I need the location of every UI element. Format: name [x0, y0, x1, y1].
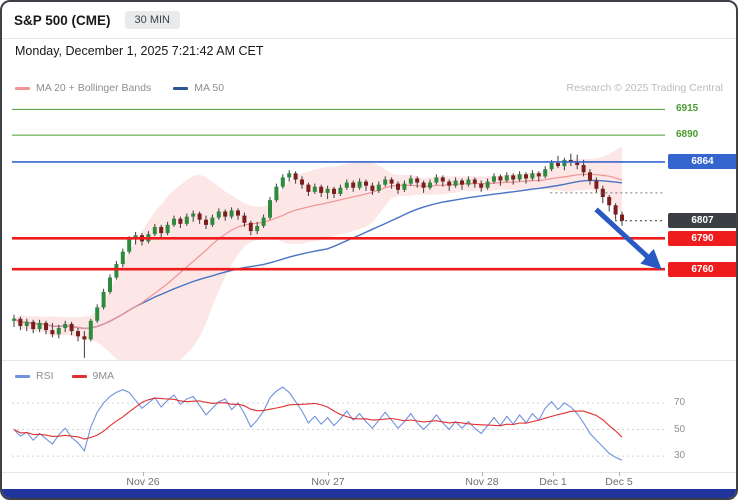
x-axis-label-nov-28: Nov 28 — [465, 476, 499, 488]
rsi-line — [13, 386, 623, 461]
legend-item-ma20-bollinger: MA 20 + Bollinger Bands — [15, 82, 151, 94]
chart-datetime: Monday, December 1, 2025 7:21:42 AM CET — [15, 44, 264, 58]
legend-item-rsi: RSI — [15, 370, 54, 382]
legend-label-9ma: 9MA — [92, 370, 115, 382]
x-axis-label-dec-5: Dec 5 — [605, 476, 633, 488]
ma20-swatch-icon — [15, 86, 30, 90]
rsi-legend: RSI 9MA — [15, 370, 114, 382]
instrument-title: S&P 500 (CME) — [14, 12, 111, 28]
legend-item-9ma: 9MA — [71, 370, 115, 382]
rsi-ma-swatch-icon — [71, 374, 87, 378]
ma50-swatch-icon — [173, 86, 189, 90]
research-credit: Research © 2025 Trading Central — [566, 82, 723, 94]
rsi-panel — [12, 386, 665, 461]
timeframe-badge[interactable]: 30 MIN — [124, 11, 180, 29]
legend-label-rsi: RSI — [36, 370, 54, 382]
overlay-legend: MA 20 + Bollinger Bands MA 50 Research ©… — [15, 82, 723, 94]
brand-bottom-bar — [2, 489, 736, 498]
rsi-ma-line — [13, 397, 623, 440]
x-axis-line — [2, 472, 736, 473]
price-candlestick-chart — [12, 108, 665, 360]
legend-label-ma20: MA 20 + Bollinger Bands — [36, 82, 152, 94]
rsi-swatch-icon — [15, 374, 30, 378]
bollinger-band-fill — [14, 146, 622, 360]
legend-label-ma50: MA 50 — [194, 82, 225, 94]
legend-item-ma50: MA 50 — [173, 82, 224, 94]
candles-group — [12, 153, 624, 358]
panel-separator — [2, 360, 736, 361]
x-axis-label-nov-27: Nov 27 — [311, 476, 345, 488]
ma20-line — [13, 173, 623, 330]
chart-header: S&P 500 (CME) 30 MIN — [2, 2, 736, 39]
forecast-arrow — [594, 207, 662, 270]
x-axis-label-dec-1: Dec 1 — [539, 476, 567, 488]
x-axis-label-nov-26: Nov 26 — [126, 476, 160, 488]
